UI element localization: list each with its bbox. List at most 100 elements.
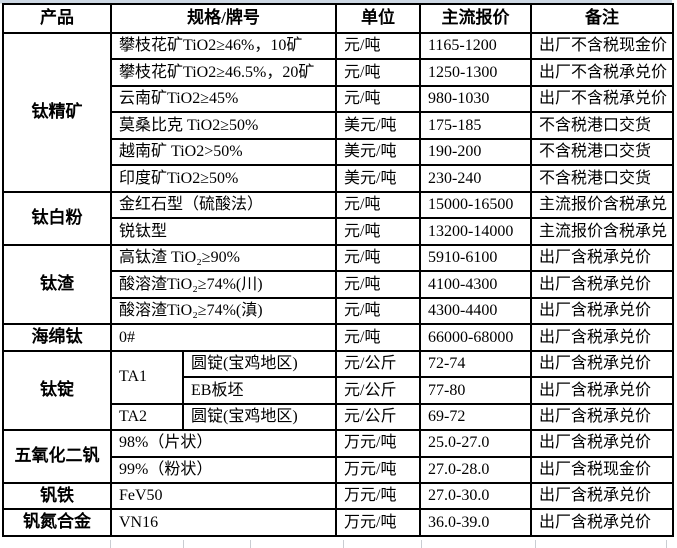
price-cell: 1165-1200	[419, 31, 533, 61]
price-cell: 4300-4400	[419, 296, 533, 326]
remark-cell: 出厂含税承兑价	[530, 429, 675, 458]
unit-cell: 美元/吨	[335, 164, 422, 193]
spec-cell: FeV50	[109, 481, 338, 511]
header-row: 产品 规格/牌号 单位 主流报价 备注	[2, 3, 675, 34]
header-cell-remark: 备注	[530, 3, 675, 34]
spreadsheet-bottom-gutter	[0, 539, 677, 548]
unit-cell: 元/公斤	[335, 376, 422, 405]
price-cell: 980-1030	[419, 84, 533, 114]
unit-cell: 元/吨	[335, 31, 422, 61]
remark-cell: 出厂含税承兑价	[530, 481, 675, 511]
gridline	[183, 540, 184, 548]
remark-cell: 出厂含税承兑价	[530, 270, 675, 299]
product-cell: 钒氮合金	[2, 508, 112, 537]
unit-cell: 美元/吨	[335, 111, 422, 140]
unit-cell: 元/吨	[335, 84, 422, 114]
unit-cell: 元/吨	[335, 217, 422, 246]
product-cell: 钒铁	[2, 481, 112, 511]
price-cell: 27.0-28.0	[419, 455, 533, 484]
table-row: 云南矿TiO2≥45% 元/吨 980-1030 出厂不含税承兑价	[3, 84, 675, 114]
spec-cell: 金红石型（硫酸法）	[109, 190, 338, 220]
remark-cell: 出厂含税承兑价	[530, 243, 675, 273]
unit-cell: 元/公斤	[335, 349, 422, 379]
spec-cell: 酸溶渣TiO₂≥74%(滇)	[109, 296, 338, 326]
remark-cell: 出厂不含税承兑价	[530, 58, 675, 87]
remark-cell: 出厂含税承兑价	[530, 508, 675, 537]
table-row: 酸溶渣TiO₂≥74%(川) 元/吨 4100-4300 出厂含税承兑价	[3, 270, 675, 299]
table-row: 钛锭 TA1 圆锭(宝鸡地区) 元/公斤 72-74 出厂含税承兑价	[2, 349, 675, 432]
unit-cell: 万元/吨	[335, 455, 422, 484]
unit-cell: 元/吨	[335, 243, 422, 273]
table-row: 钛白粉 金红石型（硫酸法） 元/吨 15000-16500 主流报价含税承兑	[2, 190, 675, 246]
table-row: 海绵钛 0# 元/吨 66000-68000 出厂含税承兑价	[2, 323, 675, 352]
header-cell-price: 主流报价	[419, 3, 533, 34]
spec-cell: 云南矿TiO2≥45%	[109, 84, 338, 114]
price-cell: 69-72	[419, 402, 533, 432]
unit-cell: 万元/吨	[335, 508, 422, 537]
price-cell: 190-200	[419, 137, 533, 167]
unit-cell: 元/吨	[335, 190, 422, 220]
header-cell-spec: 规格/牌号	[109, 3, 338, 34]
price-cell: 72-74	[419, 349, 533, 379]
gridline	[535, 540, 536, 548]
remark-cell: 不含税港口交货	[530, 137, 675, 167]
remark-cell: 出厂含税承兑价	[530, 349, 675, 379]
price-cell: 27.0-30.0	[419, 481, 533, 511]
remark-cell: 不含税港口交货	[530, 164, 675, 193]
table-row: 钒氮合金 VN16 万元/吨 36.0-39.0 出厂含税承兑价	[2, 508, 675, 537]
unit-cell: 元/吨	[335, 323, 422, 352]
spec-cell: 0#	[109, 323, 338, 352]
unit-cell: 美元/吨	[335, 137, 422, 167]
spec-cell: 攀枝花矿TiO2≥46%，10矿	[109, 31, 338, 61]
table-row: 攀枝花矿TiO2≥46.5%，20矿 元/吨 1250-1300 出厂不含税承兑…	[3, 58, 675, 87]
table-row: 印度矿TiO2≥50% 美元/吨 230-240 不含税港口交货	[3, 164, 675, 193]
table-row: 钒铁 FeV50 万元/吨 27.0-30.0 出厂含税承兑价	[2, 481, 675, 511]
gridline	[110, 540, 111, 548]
spec-cell: 莫桑比克 TiO2≥50%	[109, 111, 338, 140]
table-row: 越南矿 TiO2>50% 美元/吨 190-200 不含税港口交货	[3, 137, 675, 167]
price-cell: 175-185	[419, 111, 533, 140]
unit-cell: 元/吨	[335, 270, 422, 299]
spec-cell: 99%（粉状）	[109, 455, 338, 484]
table-row: EB板坯 元/公斤 77-80 出厂含税承兑价	[3, 376, 675, 405]
remark-cell: 出厂含税承兑价	[530, 296, 675, 326]
remark-cell: 出厂不含税承兑价	[530, 84, 675, 114]
table-row: TA2 圆锭(宝鸡地区) 元/公斤 69-72 出厂含税承兑价	[3, 402, 675, 432]
product-cell: 钛白粉	[2, 190, 112, 246]
remark-cell: 主流报价含税承兑	[530, 217, 675, 246]
price-cell: 5910-6100	[419, 243, 533, 273]
spec-cell: 圆锭(宝鸡地区)	[181, 402, 338, 432]
spec-cell: 越南矿 TiO2>50%	[109, 137, 338, 167]
grade-cell: TA2	[110, 402, 184, 432]
remark-cell: 不含税港口交货	[530, 111, 675, 140]
gridline	[250, 540, 251, 548]
spec-cell: 圆锭(宝鸡地区)	[181, 349, 338, 379]
price-cell: 66000-68000	[419, 323, 533, 352]
spec-cell: 攀枝花矿TiO2≥46.5%，20矿	[109, 58, 338, 87]
table-row: 钛精矿 攀枝花矿TiO2≥46%，10矿 元/吨 1165-1200 出厂不含税…	[2, 31, 675, 193]
spec-cell: 印度矿TiO2≥50%	[109, 164, 338, 193]
product-cell: 钛渣	[2, 243, 112, 326]
table-row: 锐钛型 元/吨 13200-14000 主流报价含税承兑	[3, 217, 675, 246]
table-row: 钛渣 高钛渣 TiO₂≥90% 元/吨 5910-6100 出厂含税承兑价	[2, 243, 675, 326]
price-cell: 15000-16500	[419, 190, 533, 220]
table-row: 酸溶渣TiO₂≥74%(滇) 元/吨 4300-4400 出厂含税承兑价	[3, 296, 675, 326]
price-cell: 25.0-27.0	[419, 429, 533, 458]
price-cell: 36.0-39.0	[419, 508, 533, 537]
product-cell: 海绵钛	[2, 323, 112, 352]
remark-cell: 出厂含税承兑价	[530, 323, 675, 352]
gridline	[666, 540, 667, 548]
price-table: 产品 规格/牌号 单位 主流报价 备注 钛精矿 攀枝花矿TiO2≥46%，10矿…	[2, 3, 675, 537]
price-cell: 13200-14000	[419, 217, 533, 246]
spec-cell: EB板坯	[181, 376, 338, 405]
unit-cell: 元/吨	[335, 296, 422, 326]
product-cell: 钛精矿	[2, 32, 112, 193]
spec-cell: 锐钛型	[109, 217, 338, 246]
gridline	[343, 540, 344, 548]
price-cell: 77-80	[419, 376, 533, 405]
table-row: 五氧化二钒 98%（片状） 万元/吨 25.0-27.0 出厂含税承兑价	[2, 429, 675, 484]
product-cell: 五氧化二钒	[2, 429, 112, 484]
remark-cell: 出厂不含税现金价	[530, 31, 675, 61]
header-cell-unit: 单位	[335, 3, 422, 34]
unit-cell: 元/公斤	[335, 402, 422, 432]
